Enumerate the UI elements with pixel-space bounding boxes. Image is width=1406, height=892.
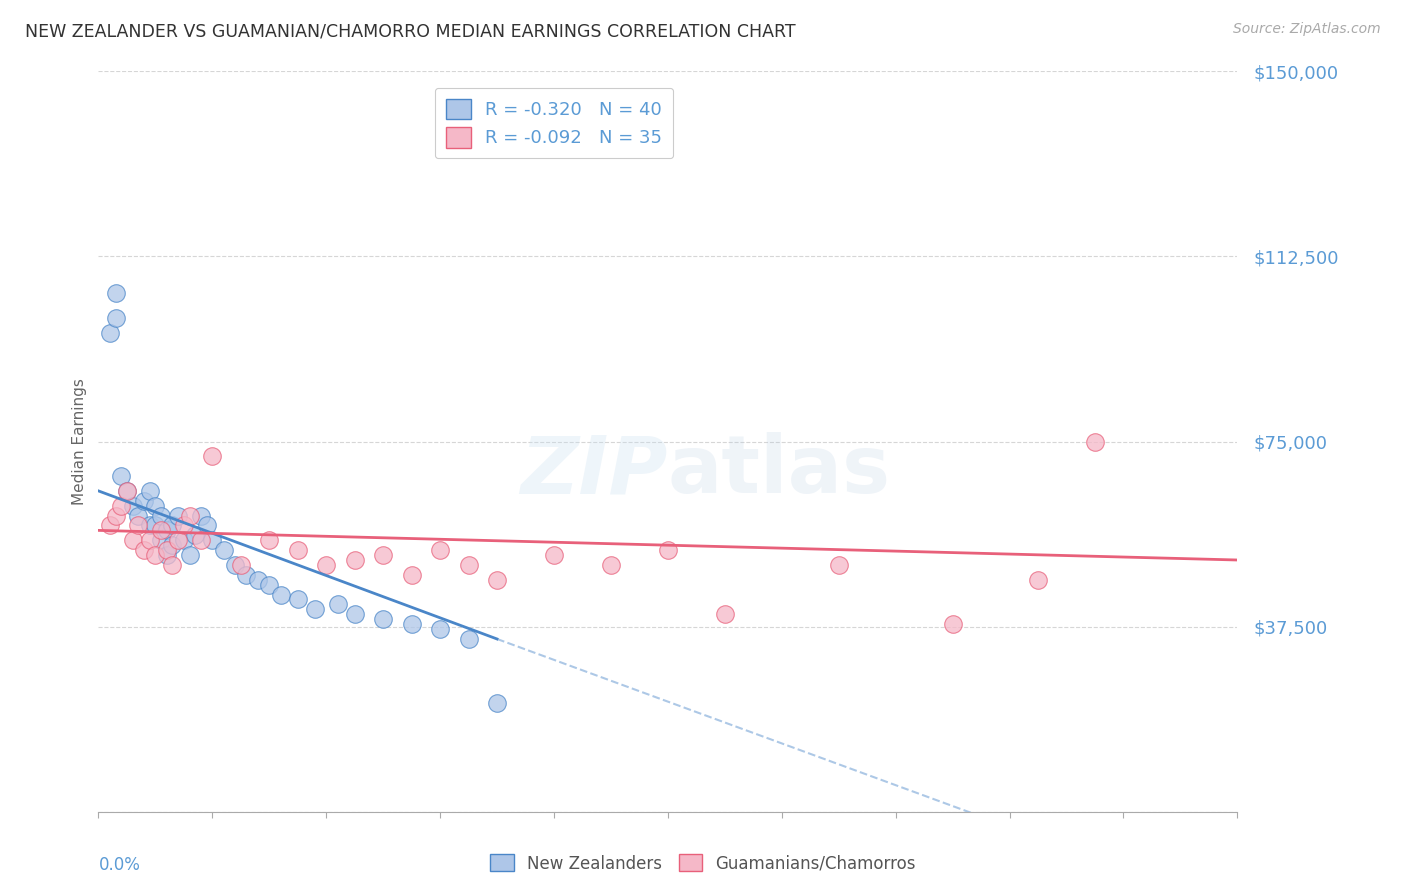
Point: [132, 493, 155, 508]
Point: [115, 483, 138, 498]
Point: [401, 567, 423, 582]
Point: [173, 518, 195, 533]
Point: [270, 588, 292, 602]
Point: [127, 518, 149, 533]
Point: [121, 533, 143, 548]
Point: [486, 696, 509, 710]
Point: [156, 548, 179, 562]
Point: [110, 469, 132, 483]
Point: [343, 607, 366, 622]
Point: [162, 558, 184, 572]
Point: [343, 553, 366, 567]
Point: [287, 592, 309, 607]
Point: [1026, 573, 1049, 587]
Y-axis label: Median Earnings: Median Earnings: [72, 378, 87, 505]
Point: [828, 558, 851, 572]
Point: [110, 499, 132, 513]
Point: [287, 543, 309, 558]
Point: [942, 617, 965, 632]
Point: [179, 508, 201, 523]
Point: [121, 499, 143, 513]
Point: [486, 573, 509, 587]
Point: [429, 622, 451, 636]
Point: [235, 567, 257, 582]
Point: [104, 311, 127, 326]
Point: [145, 548, 167, 562]
Point: [167, 533, 190, 548]
Point: [190, 533, 212, 548]
Point: [195, 518, 218, 533]
Point: [190, 508, 212, 523]
Point: [162, 538, 184, 552]
Point: [201, 450, 224, 464]
Point: [259, 533, 281, 548]
Point: [543, 548, 565, 562]
Text: 0.0%: 0.0%: [98, 856, 141, 874]
Point: [173, 533, 195, 548]
Point: [401, 617, 423, 632]
Point: [104, 286, 127, 301]
Legend: R = -0.320   N = 40, R = -0.092   N = 35: R = -0.320 N = 40, R = -0.092 N = 35: [434, 87, 673, 159]
Text: NEW ZEALANDER VS GUAMANIAN/CHAMORRO MEDIAN EARNINGS CORRELATION CHART: NEW ZEALANDER VS GUAMANIAN/CHAMORRO MEDI…: [25, 22, 796, 40]
Text: atlas: atlas: [668, 432, 891, 510]
Point: [315, 558, 337, 572]
Point: [132, 543, 155, 558]
Point: [184, 528, 207, 542]
Point: [150, 524, 173, 538]
Text: ZIP: ZIP: [520, 432, 668, 510]
Point: [600, 558, 623, 572]
Point: [259, 577, 281, 591]
Point: [162, 518, 184, 533]
Point: [150, 533, 173, 548]
Point: [714, 607, 737, 622]
Point: [201, 533, 224, 548]
Point: [150, 508, 173, 523]
Point: [127, 508, 149, 523]
Point: [145, 499, 167, 513]
Point: [156, 543, 179, 558]
Point: [373, 548, 395, 562]
Text: Source: ZipAtlas.com: Source: ZipAtlas.com: [1233, 22, 1381, 37]
Point: [115, 483, 138, 498]
Point: [145, 518, 167, 533]
Point: [167, 508, 190, 523]
Point: [229, 558, 252, 572]
Point: [224, 558, 246, 572]
Point: [373, 612, 395, 626]
Point: [326, 598, 349, 612]
Point: [179, 548, 201, 562]
Legend: New Zealanders, Guamanians/Chamorros: New Zealanders, Guamanians/Chamorros: [484, 847, 922, 880]
Point: [156, 524, 179, 538]
Point: [98, 518, 121, 533]
Point: [138, 483, 160, 498]
Point: [304, 602, 326, 616]
Point: [657, 543, 679, 558]
Point: [457, 632, 479, 646]
Point: [246, 573, 269, 587]
Point: [1084, 434, 1107, 449]
Point: [104, 508, 127, 523]
Point: [212, 543, 235, 558]
Point: [138, 533, 160, 548]
Point: [138, 518, 160, 533]
Point: [98, 326, 121, 340]
Point: [457, 558, 479, 572]
Point: [429, 543, 451, 558]
